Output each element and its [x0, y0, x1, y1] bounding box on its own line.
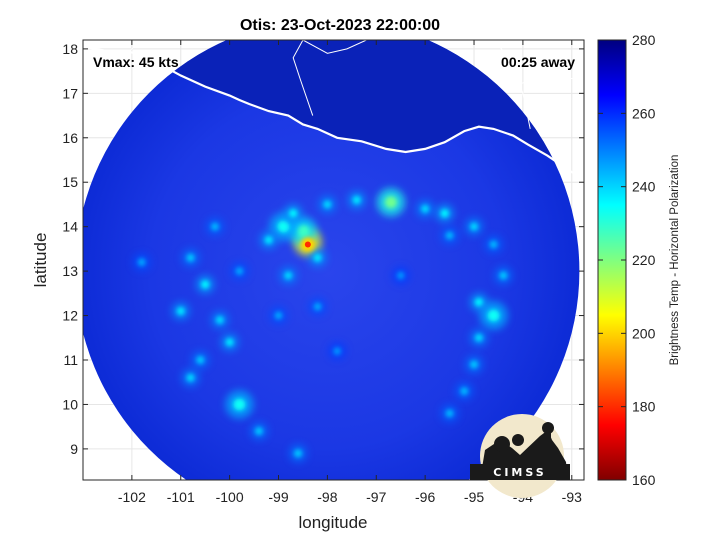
plot-area	[83, 40, 584, 480]
y-tick-label: 10	[62, 396, 78, 412]
y-tick-label: 11	[63, 352, 78, 368]
storm-center-peak	[304, 241, 311, 248]
blob-core	[474, 298, 483, 307]
blob-core	[470, 360, 479, 369]
x-tick-label: -102	[118, 489, 146, 505]
x-axis-label: longitude	[298, 513, 367, 532]
blob-core	[225, 338, 234, 347]
x-tick-label: -99	[268, 489, 288, 505]
blob-core	[421, 204, 430, 213]
satellite-dish-icon	[494, 436, 510, 452]
blob-core	[487, 309, 500, 322]
state-border	[493, 40, 531, 129]
state-border	[302, 40, 367, 54]
blob-core	[489, 240, 498, 249]
y-tick-label: 14	[62, 219, 78, 235]
blob-core	[274, 311, 283, 320]
land-region	[83, 40, 580, 180]
colorbar-tick-label: 280	[632, 32, 656, 48]
blob-core	[313, 253, 322, 262]
vmax-annotation: Vmax: 45 kts	[93, 54, 179, 70]
blob-core	[474, 333, 483, 342]
blob-core	[460, 387, 469, 396]
water-tower-tank-icon	[542, 422, 554, 434]
blob-core	[313, 302, 322, 311]
x-tick-label: -98	[317, 489, 337, 505]
y-axis-label: latitude	[31, 233, 50, 288]
blob-core	[396, 271, 405, 280]
blob-core	[352, 196, 361, 204]
blob-core	[264, 236, 273, 244]
blob-core	[235, 267, 244, 276]
x-tick-label: -95	[464, 489, 484, 505]
blob-core	[186, 253, 195, 262]
y-tick-label: 9	[70, 441, 78, 457]
blob-core	[445, 231, 454, 240]
blob-core	[384, 196, 397, 209]
state-border	[517, 75, 584, 85]
plot-frame	[82, 39, 585, 481]
colorbar-tick-label: 240	[632, 179, 656, 195]
blob-core	[233, 398, 246, 411]
blob-core	[210, 222, 219, 231]
y-tick-label: 18	[62, 41, 78, 57]
blob-core	[294, 449, 303, 458]
blob-core	[186, 373, 195, 382]
colorbar-tick-label: 180	[632, 399, 656, 415]
logo-text: CIMSS	[493, 466, 546, 479]
blob-core	[296, 225, 309, 238]
colorbar-ticks: 160 180 200 220 240 260 280	[598, 32, 656, 488]
blob-core	[215, 316, 224, 324]
x-tick-label: -100	[216, 489, 244, 505]
colorbar-tick-label: 200	[632, 325, 656, 341]
colorbar-tick-label: 220	[632, 252, 656, 268]
chart-title: Otis: 23-Oct-2023 22:00:00	[240, 17, 440, 34]
blob-core	[176, 307, 185, 316]
x-tick-label: -101	[167, 489, 195, 505]
y-tick-label: 12	[62, 308, 78, 324]
y-axis-ticks: 9 10 11 12 13 14 15 16 17 18	[62, 41, 584, 457]
satellite-dish-icon	[512, 434, 524, 446]
blob-core	[470, 222, 479, 231]
logo-banner	[470, 464, 570, 480]
blob-core	[196, 356, 205, 364]
x-tick-label: -93	[562, 489, 582, 505]
time-offset-annotation: 00:25 away	[501, 54, 575, 70]
blob-core	[499, 271, 508, 280]
blob-core	[323, 200, 332, 209]
blob-core	[137, 258, 146, 267]
coastline	[83, 40, 584, 181]
colorbar-tick-label: 160	[632, 472, 656, 488]
blob-core	[254, 427, 263, 436]
state-border	[83, 40, 142, 77]
blob-core	[277, 220, 290, 233]
cimss-logo: CIMSS	[470, 414, 570, 498]
state-border	[292, 40, 314, 116]
blob-core	[445, 409, 454, 418]
water-tower-icon	[545, 428, 551, 444]
colorbar-tick-label: 260	[632, 105, 656, 121]
y-tick-label: 17	[62, 85, 78, 101]
y-tick-label: 15	[62, 174, 78, 190]
convection-blobs	[132, 188, 513, 463]
blob-core	[440, 209, 449, 218]
y-tick-label: 16	[62, 130, 78, 146]
colorbar-label: Brightness Temp - Horizontal Polarizatio…	[669, 155, 681, 366]
y-tick-label: 13	[62, 263, 78, 279]
x-axis-ticks: -102-101-100-99-98-97-96-95-94-93	[118, 40, 582, 505]
blob-core	[289, 209, 298, 218]
x-tick-label: -97	[366, 489, 386, 505]
blob-core	[333, 347, 342, 356]
swath-disc	[83, 40, 580, 480]
coastline-path	[83, 45, 584, 181]
microwave-swath	[83, 40, 580, 480]
blob-core	[284, 271, 293, 280]
x-tick-label: -96	[415, 489, 435, 505]
blob-core	[201, 280, 210, 289]
